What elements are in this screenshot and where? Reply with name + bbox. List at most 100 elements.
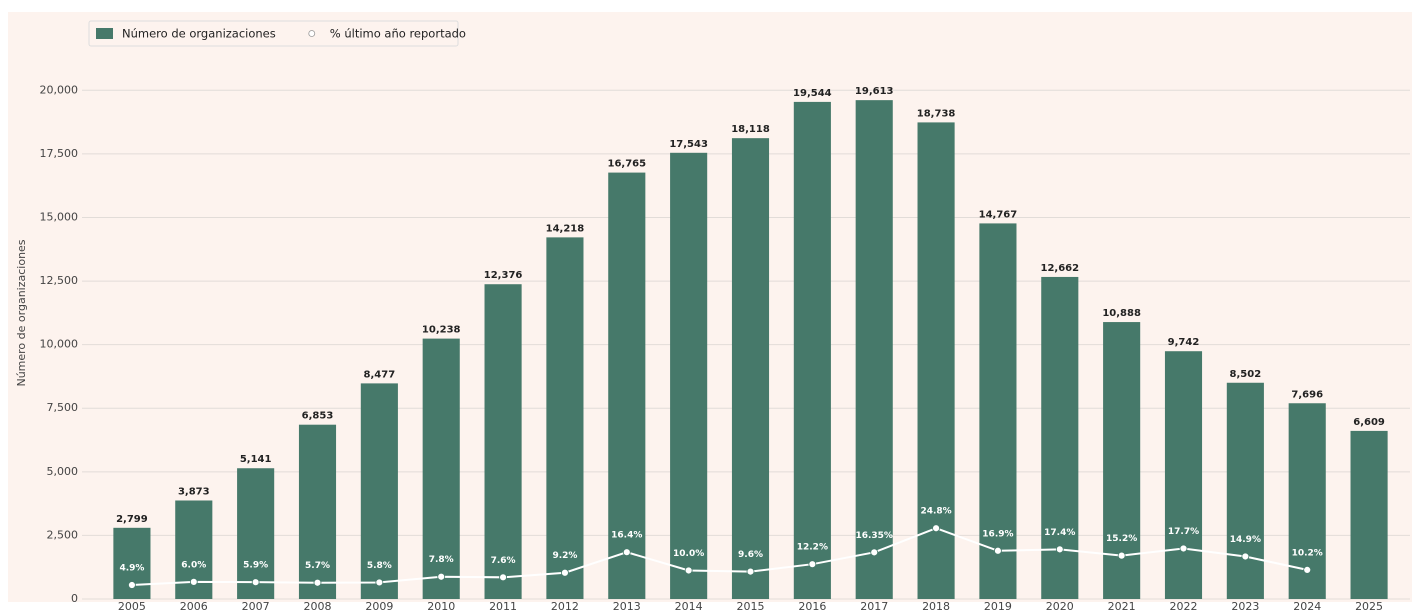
line-marker (189, 577, 198, 586)
line-value-label: 15.2% (1106, 534, 1137, 544)
bar (1226, 382, 1264, 599)
x-tick-label: 2006 (180, 600, 208, 613)
x-tick-label: 2018 (922, 600, 950, 613)
line-value-label: 4.9% (119, 564, 144, 574)
bar-value-label: 19,613 (855, 86, 894, 97)
line-marker (684, 566, 693, 575)
bar (237, 468, 275, 599)
bar-value-label: 8,502 (1230, 369, 1262, 380)
x-tick-label: 2012 (551, 600, 579, 613)
bar-value-label: 17,543 (669, 139, 708, 150)
line-marker (932, 524, 940, 533)
line-value-label: 16.9% (982, 529, 1013, 539)
line-marker (870, 548, 879, 557)
x-tick-label: 2015 (737, 600, 765, 613)
line-marker (313, 578, 322, 587)
y-tick-label: 17,500 (40, 147, 79, 160)
bar-value-label: 3,873 (178, 486, 210, 497)
line-marker (1241, 552, 1250, 561)
y-tick-label: 15,000 (40, 210, 79, 223)
x-tick-label: 2020 (1046, 600, 1074, 613)
legend-swatch (96, 28, 113, 39)
y-tick-label: 20,000 (40, 83, 79, 96)
line-value-label: 7.6% (491, 556, 516, 566)
x-tick-label: 2023 (1231, 600, 1259, 613)
line-value-label: 10.2% (1292, 548, 1323, 558)
bar (979, 223, 1017, 599)
line-marker (1303, 565, 1312, 574)
line-marker (808, 560, 817, 569)
line-marker (499, 573, 507, 582)
x-tick-label: 2024 (1293, 600, 1321, 613)
line-value-label: 12.2% (797, 543, 828, 553)
line-value-label: 5.7% (305, 561, 330, 571)
line-marker (994, 546, 1002, 555)
line-value-label: 16.4% (611, 531, 642, 541)
legend-label: Número de organizaciones (122, 27, 276, 41)
x-tick-label: 2013 (613, 600, 641, 613)
bar-value-label: 12,662 (1040, 263, 1079, 274)
y-tick-label: 7,500 (47, 401, 79, 414)
y-tick-label: 2,500 (47, 528, 79, 541)
x-tick-label: 2007 (242, 600, 270, 613)
bar-value-label: 8,477 (364, 369, 396, 380)
y-tick-label: 0 (71, 592, 78, 605)
line-marker (375, 578, 384, 587)
bar-value-label: 19,544 (793, 88, 832, 99)
line-marker (1117, 551, 1126, 560)
line-marker (746, 567, 755, 576)
x-tick-label: 2008 (304, 600, 332, 613)
bar (360, 383, 398, 599)
bar (1164, 351, 1203, 599)
line-marker (437, 572, 446, 581)
bar-value-label: 5,141 (240, 454, 272, 465)
bar-value-label: 2,799 (116, 514, 148, 525)
bar-value-label: 10,238 (422, 325, 461, 336)
bar (608, 172, 646, 599)
line-marker (561, 568, 569, 577)
line-value-label: 16.35% (855, 531, 893, 541)
bar-value-label: 6,853 (302, 411, 334, 422)
x-tick-label: 2019 (984, 600, 1012, 613)
legend-swatch (308, 30, 316, 37)
line-marker (128, 581, 136, 589)
line-marker (622, 548, 631, 557)
x-tick-label: 2005 (118, 600, 146, 613)
bar-value-label: 10,888 (1102, 308, 1141, 319)
x-tick-label: 2010 (427, 600, 455, 613)
bar (731, 138, 770, 599)
legend-label: % último año reportado (330, 27, 466, 41)
x-tick-label: 2016 (798, 600, 826, 613)
bar (670, 152, 708, 599)
line-value-label: 9.2% (552, 551, 577, 561)
line-value-label: 14.9% (1230, 535, 1261, 545)
bar-value-label: 14,218 (546, 223, 585, 234)
line-value-label: 5.9% (243, 561, 268, 571)
line-marker (1179, 544, 1188, 553)
bar (793, 101, 831, 599)
bar (422, 338, 460, 599)
legend-box (88, 20, 459, 47)
line-value-label: 7.8% (429, 555, 454, 565)
line (131, 527, 1308, 587)
x-tick-label: 2022 (1170, 600, 1198, 613)
bar-value-label: 14,767 (979, 209, 1018, 220)
bar (546, 237, 584, 599)
bar-value-label: 12,376 (484, 270, 523, 281)
x-tick-label: 2017 (860, 600, 888, 613)
bar-value-label: 18,738 (917, 108, 956, 119)
line-value-label: 24.8% (920, 507, 951, 517)
bar-value-label: 7,696 (1291, 389, 1323, 400)
x-tick-label: 2025 (1355, 600, 1383, 613)
x-tick-label: 2009 (365, 600, 393, 613)
line-marker (1055, 545, 1064, 554)
y-tick-label: 10,000 (40, 338, 79, 351)
x-tick-label: 2014 (675, 600, 703, 613)
bar (1350, 430, 1388, 599)
bar-value-label: 9,742 (1168, 337, 1200, 348)
bar (1041, 276, 1079, 599)
line-value-label: 5.8% (367, 561, 392, 571)
line-value-label: 17.4% (1044, 528, 1075, 538)
